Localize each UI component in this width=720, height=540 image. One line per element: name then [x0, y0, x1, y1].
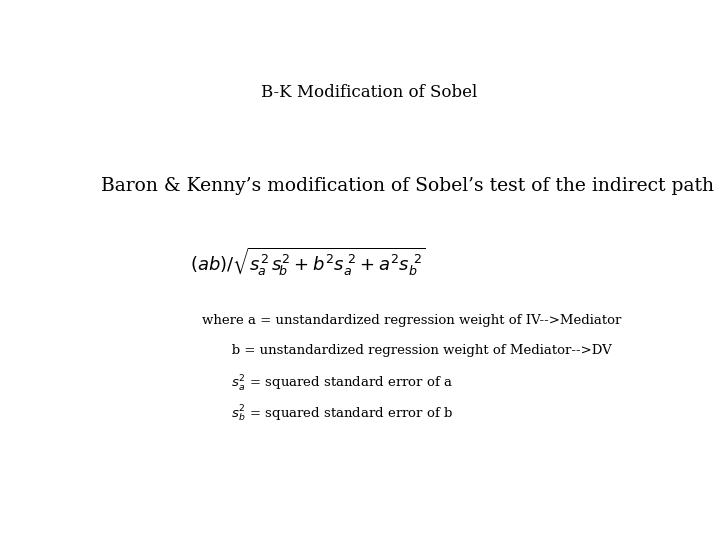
Text: $s^2_a$ = squared standard error of a: $s^2_a$ = squared standard error of a [202, 374, 453, 394]
Text: Baron & Kenny’s modification of Sobel’s test of the indirect path: Baron & Kenny’s modification of Sobel’s … [101, 177, 714, 195]
Text: where a = unstandardized regression weight of IV-->Mediator: where a = unstandardized regression weig… [202, 314, 621, 327]
Text: $s^2_b$ = squared standard error of b: $s^2_b$ = squared standard error of b [202, 404, 453, 424]
Text: $(ab)/\sqrt{s^2_{\!a}\,s^2_{\!b} + b^2 s_a^{\ 2} + a^2 s_b^{\ 2}}$: $(ab)/\sqrt{s^2_{\!a}\,s^2_{\!b} + b^2 s… [190, 246, 426, 278]
Text: b = unstandardized regression weight of Mediator-->DV: b = unstandardized regression weight of … [202, 344, 611, 357]
Text: B-K Modification of Sobel: B-K Modification of Sobel [261, 84, 477, 100]
